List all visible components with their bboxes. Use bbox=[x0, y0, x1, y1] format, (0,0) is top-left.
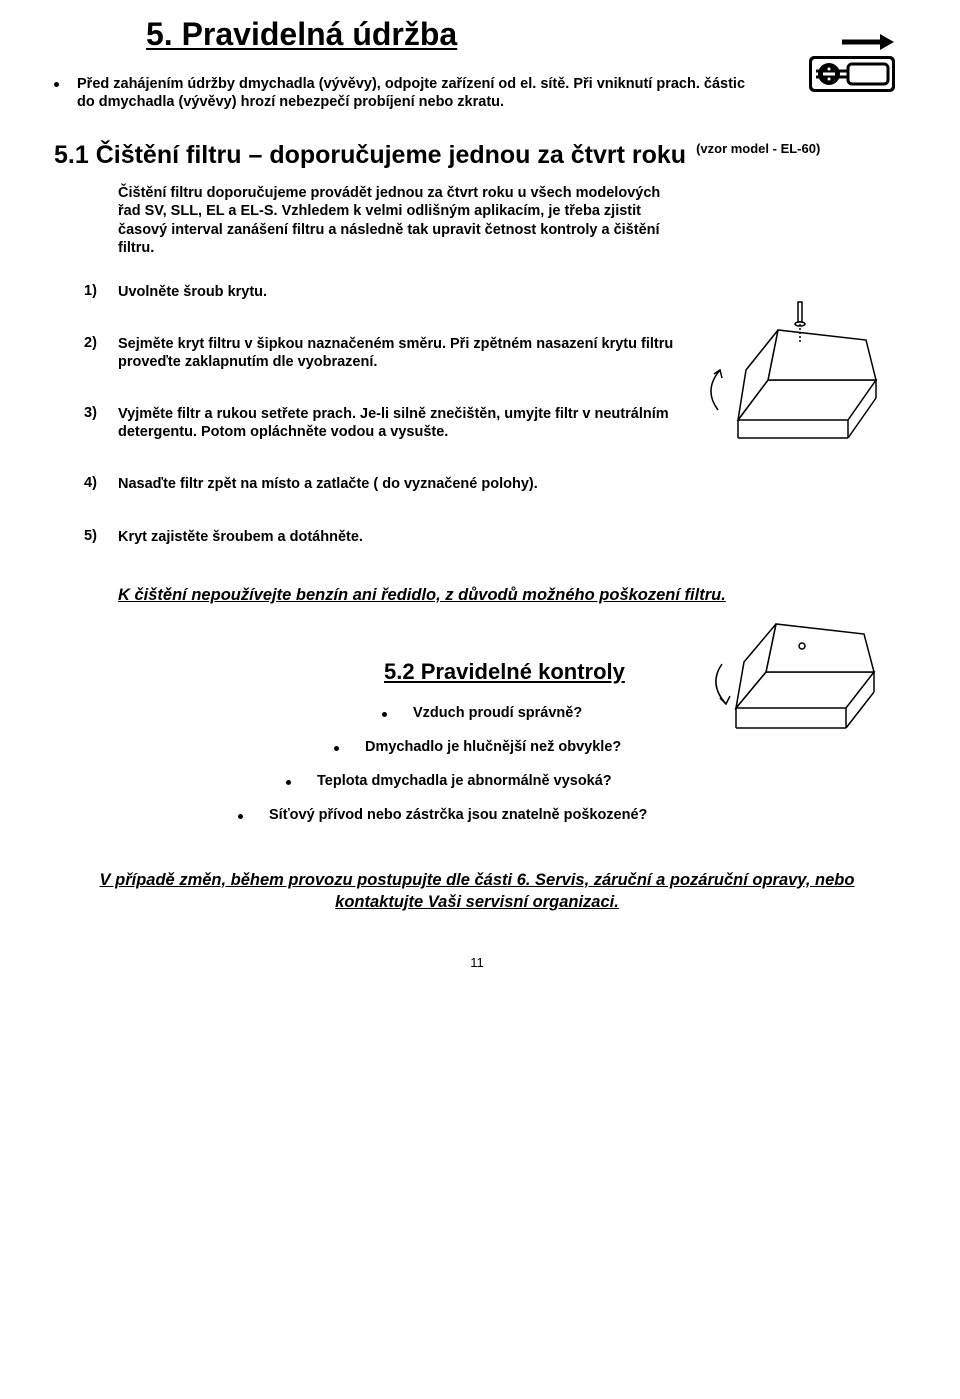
blower-open-cover-diagram bbox=[698, 300, 898, 460]
unplug-warning-icon bbox=[806, 26, 898, 117]
intro-bullet-list: Před zahájením údržby dmychadla (vývěvy)… bbox=[54, 75, 900, 111]
check-text: Teplota dmychadla je abnormálně vysoká? bbox=[317, 773, 612, 789]
step-number: 2) bbox=[84, 335, 118, 371]
section-5-1-note: (vzor model - EL-60) bbox=[696, 141, 820, 156]
footer-instruction: V případě změn, během provozu postupujte… bbox=[54, 869, 900, 914]
section-5-1-paragraph-text: Čištění filtru doporučujeme provádět jed… bbox=[118, 185, 660, 255]
section-5-1-title: 5.1 Čištění filtru – doporučujeme jednou… bbox=[54, 141, 686, 170]
page-title: 5. Pravidelná údržba bbox=[146, 16, 900, 53]
cleaning-warning-text: K čištění nepoužívejte benzín ani ředidl… bbox=[118, 586, 726, 604]
blower-closed-cover-diagram bbox=[698, 600, 898, 750]
step-text: Kryt zajistěte šroubem a dotáhněte. bbox=[118, 528, 363, 546]
step-item: 5) Kryt zajistěte šroubem a dotáhněte. bbox=[84, 528, 900, 546]
section-5-1-header: 5.1 Čištění filtru – doporučujeme jednou… bbox=[54, 141, 900, 170]
step-text: Nasaďte filtr zpět na místo a zatlačte (… bbox=[118, 475, 538, 493]
bullet-dot-icon bbox=[238, 814, 243, 819]
step-number: 5) bbox=[84, 528, 118, 546]
intro-bullet: Před zahájením údržby dmychadla (vývěvy)… bbox=[54, 75, 900, 111]
step-text: Sejměte kryt filtru v šipkou naznačeném … bbox=[118, 335, 738, 371]
check-text: Dmychadlo je hlučnější než obvykle? bbox=[365, 739, 621, 755]
check-item: Síťový přívod nebo zástrčka jsou znateln… bbox=[238, 807, 900, 823]
step-text: Uvolněte šroub krytu. bbox=[118, 283, 267, 301]
check-text: Vzduch proudí správně? bbox=[413, 705, 582, 721]
step-number: 3) bbox=[84, 405, 118, 441]
intro-bullet-text: Před zahájením údržby dmychadla (vývěvy)… bbox=[77, 75, 749, 111]
bullet-dot-icon bbox=[54, 82, 59, 87]
check-text: Síťový přívod nebo zástrčka jsou znateln… bbox=[269, 807, 647, 823]
step-item: 1) Uvolněte šroub krytu. bbox=[84, 283, 900, 301]
section-5-1-paragraph: Čištění filtru doporučujeme provádět jed… bbox=[118, 184, 678, 257]
bullet-dot-icon bbox=[286, 780, 291, 785]
bullet-dot-icon bbox=[334, 746, 339, 751]
step-item: 4) Nasaďte filtr zpět na místo a zatlačt… bbox=[84, 475, 900, 493]
page-number: 11 bbox=[54, 955, 900, 970]
step-text: Vyjměte filtr a rukou setřete prach. Je-… bbox=[118, 405, 738, 441]
bullet-dot-icon bbox=[382, 712, 387, 717]
step-number: 4) bbox=[84, 475, 118, 493]
check-item: Teplota dmychadla je abnormálně vysoká? bbox=[286, 773, 900, 789]
section-5-2-title: 5.2 Pravidelné kontroly bbox=[384, 659, 625, 684]
step-number: 1) bbox=[84, 283, 118, 301]
